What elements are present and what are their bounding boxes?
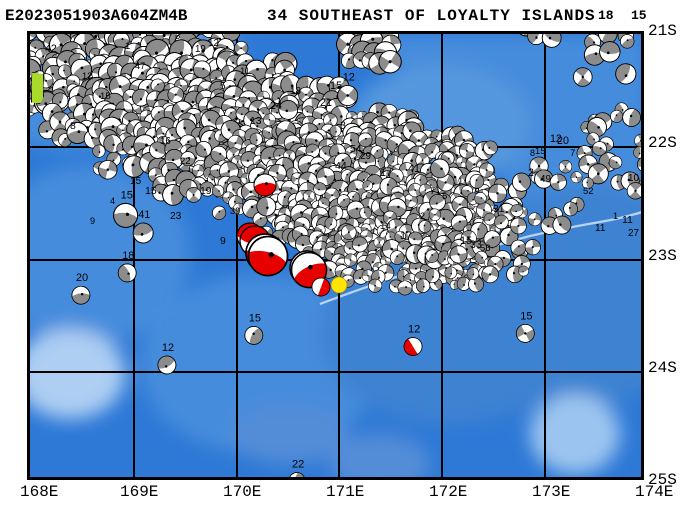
- svg-text:7: 7: [570, 148, 575, 159]
- svg-text:11: 11: [595, 223, 606, 234]
- svg-text:15: 15: [145, 185, 157, 197]
- svg-text:14: 14: [380, 221, 391, 232]
- svg-text:7: 7: [430, 186, 435, 196]
- svg-text:58: 58: [480, 242, 490, 253]
- svg-text:47: 47: [135, 61, 145, 71]
- svg-text:1: 1: [125, 41, 130, 52]
- svg-text:39: 39: [230, 206, 240, 216]
- svg-text:21: 21: [320, 97, 332, 109]
- svg-text:12: 12: [162, 342, 174, 354]
- svg-text:12: 12: [343, 72, 355, 84]
- svg-text:15: 15: [130, 176, 142, 187]
- svg-text:41: 41: [138, 209, 150, 221]
- svg-text:15: 15: [100, 91, 111, 102]
- svg-text:15: 15: [249, 312, 261, 324]
- svg-text:17: 17: [380, 167, 392, 179]
- svg-text:42: 42: [45, 43, 57, 55]
- svg-text:15: 15: [535, 146, 546, 157]
- svg-text:18: 18: [122, 250, 134, 262]
- svg-text:17: 17: [400, 230, 412, 242]
- svg-text:9: 9: [220, 236, 226, 247]
- svg-text:19: 19: [195, 44, 206, 55]
- svg-text:5: 5: [220, 81, 226, 92]
- svg-text:11: 11: [622, 215, 633, 226]
- svg-text:12: 12: [82, 71, 92, 81]
- svg-text:44: 44: [335, 160, 347, 172]
- svg-text:31: 31: [493, 204, 505, 215]
- svg-text:49: 49: [540, 174, 552, 185]
- svg-text:41: 41: [408, 163, 420, 175]
- svg-text:18: 18: [290, 86, 301, 97]
- svg-text:12: 12: [208, 38, 219, 49]
- svg-text:5: 5: [442, 191, 447, 202]
- svg-text:27: 27: [628, 228, 639, 239]
- svg-text:15: 15: [330, 80, 342, 92]
- svg-text:15: 15: [520, 310, 532, 322]
- svg-text:20: 20: [76, 272, 88, 284]
- svg-text:15: 15: [121, 189, 133, 201]
- svg-text:9: 9: [90, 216, 95, 226]
- svg-text:4: 4: [110, 196, 115, 206]
- svg-text:23: 23: [170, 211, 182, 222]
- svg-text:8: 8: [70, 121, 76, 132]
- svg-text:10: 10: [628, 173, 640, 184]
- svg-text:22: 22: [180, 156, 191, 167]
- svg-text:3: 3: [340, 120, 346, 132]
- svg-text:1: 1: [613, 211, 618, 221]
- svg-text:2: 2: [420, 211, 425, 221]
- svg-text:24: 24: [270, 100, 282, 112]
- svg-text:19: 19: [200, 186, 212, 197]
- svg-text:6: 6: [175, 34, 180, 41]
- svg-text:11: 11: [240, 66, 250, 77]
- svg-text:52: 52: [583, 185, 593, 196]
- svg-text:22: 22: [292, 459, 304, 471]
- svg-text:2: 2: [528, 167, 534, 179]
- svg-text:1: 1: [458, 176, 463, 187]
- svg-text:12: 12: [408, 324, 420, 336]
- svg-text:20: 20: [557, 135, 569, 147]
- svg-text:29: 29: [360, 151, 372, 162]
- svg-text:16: 16: [160, 136, 171, 147]
- svg-text:13: 13: [250, 116, 262, 127]
